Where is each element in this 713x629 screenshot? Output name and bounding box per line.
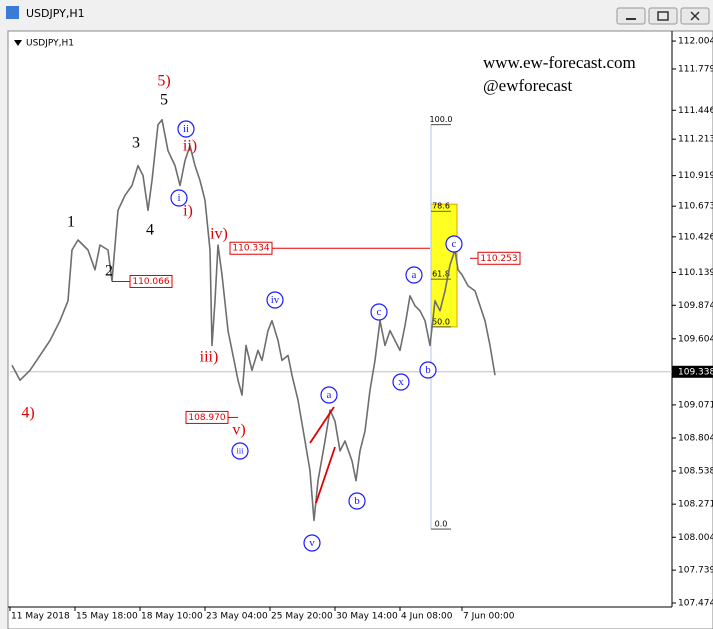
wave-label: x bbox=[398, 376, 404, 388]
wave-label: iv bbox=[271, 294, 280, 306]
wave-label: c bbox=[377, 306, 382, 318]
window-title: USDJPY,H1 bbox=[26, 7, 85, 20]
wave-label: c bbox=[452, 238, 457, 250]
window-icon bbox=[6, 6, 19, 19]
fib-level-label: 100.0 bbox=[430, 115, 453, 124]
y-tick-label: 112.004 bbox=[678, 37, 713, 47]
y-tick-label: 107.739 bbox=[678, 566, 713, 576]
wave-label: 4 bbox=[146, 222, 154, 239]
price-line bbox=[11, 118, 496, 522]
symbol-arrow bbox=[14, 40, 22, 46]
wave-circle bbox=[445, 235, 463, 253]
trend-line bbox=[309, 406, 335, 444]
y-tick-label: 109.604 bbox=[678, 334, 713, 344]
fib-level-label: 0.0 bbox=[435, 520, 448, 529]
wave-label: iv) bbox=[210, 226, 228, 243]
wave-label: 5) bbox=[157, 73, 170, 90]
close-glyph bbox=[690, 11, 700, 21]
wave-label: i bbox=[177, 192, 180, 204]
watermark: @ewforecast bbox=[483, 76, 573, 95]
maximize-button[interactable] bbox=[648, 7, 678, 25]
y-tick-label: 108.271 bbox=[678, 500, 713, 510]
x-tick-label: 25 May 20:00 bbox=[271, 612, 333, 622]
fib-level-label: 61.8 bbox=[432, 270, 450, 279]
y-tick-label: 111.446 bbox=[678, 106, 713, 116]
chart-area bbox=[7, 30, 713, 629]
wave-label: v bbox=[309, 537, 315, 549]
price-label-box bbox=[185, 410, 229, 424]
wave-label: i) bbox=[183, 203, 193, 220]
price-label: 110.334 bbox=[232, 244, 269, 254]
y-tick-label: 110.919 bbox=[678, 171, 713, 181]
wave-label: b bbox=[354, 495, 360, 507]
y-tick-label: 110.673 bbox=[678, 202, 713, 212]
wave-circle bbox=[370, 303, 388, 321]
x-tick-label: 11 May 2018 bbox=[11, 612, 70, 622]
price-label: 110.253 bbox=[480, 254, 517, 264]
x-tick-label: 30 May 14:00 bbox=[336, 612, 398, 622]
wave-circle bbox=[266, 291, 284, 309]
y-tick-label: 110.426 bbox=[678, 232, 713, 242]
wave-label: 4) bbox=[21, 405, 34, 422]
wave-label: iii) bbox=[200, 349, 219, 366]
price-label-box bbox=[477, 251, 521, 265]
watermark: www.ew-forecast.com bbox=[483, 53, 636, 72]
wave-label: a bbox=[327, 389, 332, 401]
x-tick-label: 7 Jun 00:00 bbox=[463, 612, 515, 622]
y-tick-label: 109.071 bbox=[678, 400, 713, 410]
wave-circle bbox=[348, 492, 366, 510]
y-tick-label: 110.139 bbox=[678, 268, 713, 278]
y-tick-label: 108.538 bbox=[678, 467, 713, 477]
wave-circle bbox=[320, 386, 338, 404]
window-buttons[interactable] bbox=[616, 7, 710, 25]
y-tick-label: 109.874 bbox=[678, 301, 713, 311]
wave-label: b bbox=[425, 364, 431, 376]
wave-label: v) bbox=[232, 422, 245, 439]
wave-circle bbox=[303, 534, 321, 552]
current-price-box bbox=[672, 365, 713, 378]
wave-label: 3 bbox=[132, 135, 140, 152]
wave-label: a bbox=[412, 269, 417, 281]
wave-circle bbox=[419, 361, 437, 379]
fib-zone bbox=[430, 203, 458, 328]
price-label-box bbox=[129, 274, 173, 288]
wave-label: 2 bbox=[105, 263, 113, 280]
wave-label: 1 bbox=[67, 214, 75, 231]
wave-circle bbox=[177, 120, 195, 138]
wave-label: 5 bbox=[160, 92, 168, 109]
fib-level-label: 50.0 bbox=[432, 317, 450, 326]
wave-circle bbox=[392, 373, 410, 391]
y-tick-label: 108.804 bbox=[678, 434, 713, 444]
y-tick-label: 107.474 bbox=[678, 599, 713, 609]
y-tick-label: 108.004 bbox=[678, 533, 713, 543]
minimize-button[interactable] bbox=[616, 7, 646, 25]
wave-circle bbox=[405, 266, 423, 284]
trend-line bbox=[315, 446, 336, 504]
current-price-label: 109.338 bbox=[678, 367, 713, 377]
y-tick-label: 111.213 bbox=[678, 135, 713, 145]
fib-level-label: 78.6 bbox=[432, 202, 450, 211]
x-tick-label: 23 May 04:00 bbox=[206, 612, 268, 622]
x-tick-label: 15 May 18:00 bbox=[76, 612, 138, 622]
price-label: 108.970 bbox=[188, 413, 225, 423]
chart-title: USDJPY,H1 bbox=[26, 39, 74, 49]
wave-label: ii) bbox=[183, 138, 197, 155]
maximize-glyph bbox=[657, 11, 669, 21]
y-tick-label: 111.779 bbox=[678, 64, 713, 74]
x-tick-label: 4 Jun 08:00 bbox=[401, 612, 453, 622]
wave-label: iii bbox=[237, 446, 244, 455]
price-label: 110.066 bbox=[132, 277, 169, 287]
wave-circle bbox=[170, 189, 188, 207]
price-label-box bbox=[229, 241, 273, 255]
wave-circle bbox=[231, 442, 249, 460]
x-tick-label: 18 May 10:00 bbox=[141, 612, 203, 622]
wave-label: ii bbox=[183, 123, 189, 135]
